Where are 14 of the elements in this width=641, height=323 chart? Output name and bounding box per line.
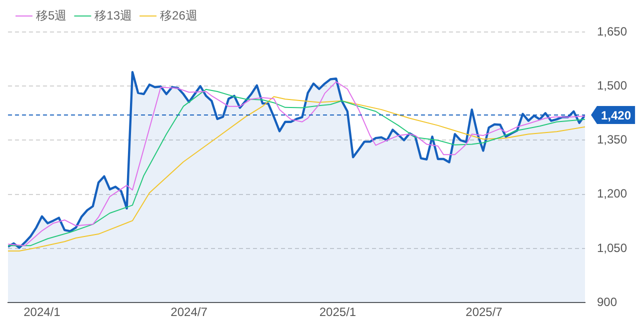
y-tick-label: 1,650	[597, 24, 628, 38]
y-tick-label: 1,350	[597, 132, 628, 147]
x-tick-label: 2024/7	[170, 305, 208, 320]
y-tick-label: 1,200	[597, 186, 628, 201]
x-tick-label: 2025/1	[319, 305, 356, 320]
y-tick-label: 1,050	[597, 240, 628, 255]
legend-label: 移5週	[36, 8, 67, 22]
y-tick-label: 1,500	[597, 78, 628, 92]
x-tick-label: 2024/1	[24, 305, 61, 320]
legend-label: 移26週	[160, 8, 198, 22]
legend-label: 移13週	[94, 8, 132, 22]
y-tick-label: 900	[597, 294, 618, 309]
x-tick-label: 2025/7	[466, 305, 503, 320]
ref-line-label: 1,420	[601, 108, 632, 122]
